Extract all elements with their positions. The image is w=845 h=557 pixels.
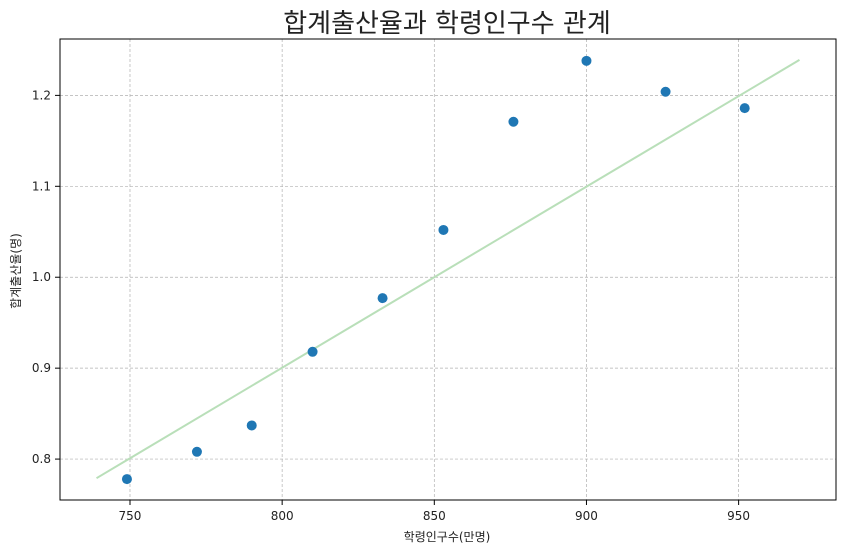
data-point [660,86,671,97]
x-tick-label: 900 [575,509,598,523]
grid [60,39,836,500]
data-points [121,55,750,485]
data-point [508,116,519,127]
x-axis-ticks: 750 800 850 900 950 [119,500,750,523]
trendline-layer [96,59,800,480]
y-axis-ticks: 0.8 0.9 1.0 1.1 1.2 [32,88,60,466]
x-tick-label: 850 [423,509,446,523]
x-tick-label: 750 [119,509,142,523]
y-tick-label: 0.8 [32,452,51,466]
data-point [438,224,449,235]
data-point [121,474,132,485]
y-tick-label: 1.0 [32,270,51,284]
data-point [739,103,750,114]
trendline [96,59,800,480]
plot-area-frame [59,38,837,501]
data-point [377,293,388,304]
data-point [191,446,202,457]
data-point [307,346,318,357]
data-point [246,420,257,431]
data-point [581,55,592,66]
y-tick-label: 1.2 [32,88,51,102]
chart-title: 합계출산율과 학령인구수 관계 [283,9,611,39]
x-tick-label: 800 [271,509,294,523]
y-axis-label: 합계출산율(명) [9,233,23,309]
y-tick-label: 1.1 [32,179,51,193]
x-tick-label: 950 [727,509,750,523]
y-tick-label: 0.9 [32,361,51,375]
x-axis-label: 학령인구수(만명) [404,530,491,544]
